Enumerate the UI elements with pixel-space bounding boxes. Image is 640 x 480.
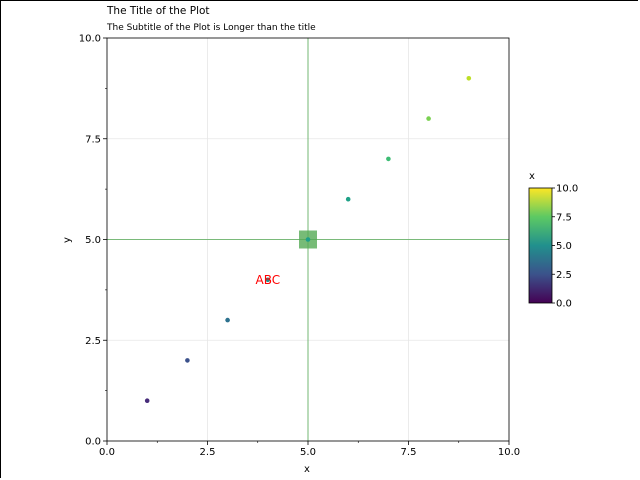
colorbar-tick-label-4: 10.0 [556, 184, 578, 195]
colorbar-tick-label-1: 2.5 [556, 270, 572, 281]
data-point-9 [466, 76, 472, 81]
chart-title: The Title of the Plot [106, 5, 210, 17]
data-point-4 [265, 277, 271, 283]
colorbar [528, 187, 553, 304]
y-tick-label-0: 0.0 [85, 437, 101, 448]
chart-subtitle: The Subtitle of the Plot is Longer than … [106, 23, 316, 33]
y-tick-label-3: 7.5 [85, 134, 101, 145]
data-point-2 [185, 358, 190, 363]
y-tick-label-4: 10.0 [79, 34, 101, 45]
annotation-text: ABC [255, 273, 280, 287]
colorbar-tick-label-2: 5.0 [556, 241, 572, 252]
y-axis-label: y [62, 237, 73, 243]
y-tick-label-1: 2.5 [85, 336, 101, 347]
colorbar-label: x [529, 171, 535, 182]
data-point-8 [426, 116, 431, 121]
colorbar-tick-label-0: 0.0 [556, 299, 572, 310]
x-tick-label-1: 2.5 [200, 447, 216, 458]
y-tick-label-2: 5.0 [85, 235, 101, 246]
data-point-1 [144, 398, 150, 404]
x-axis-label: x [304, 464, 310, 475]
x-tick-label-2: 5.0 [300, 447, 316, 458]
x-tick-label-0: 0.0 [99, 447, 115, 458]
data-point-3 [225, 317, 230, 323]
x-tick-label-3: 7.5 [401, 447, 417, 458]
data-point-5 [305, 237, 311, 242]
data-point-7 [386, 156, 391, 162]
data-point-6 [345, 196, 351, 202]
x-tick-label-4: 10.0 [498, 447, 520, 458]
colorbar-tick-label-3: 7.5 [556, 212, 572, 223]
